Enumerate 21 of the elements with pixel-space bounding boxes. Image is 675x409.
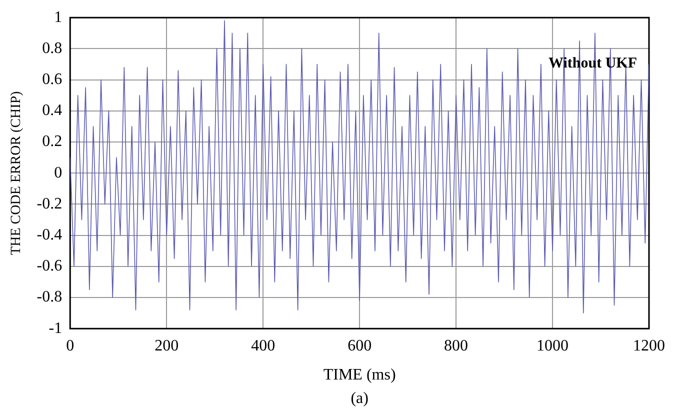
y-tick-label: 0 (54, 164, 62, 182)
x-tick-label: 1200 (633, 337, 665, 354)
y-tick-label: 0.6 (42, 71, 62, 88)
y-tick-label: -1 (48, 320, 62, 337)
x-tick-label: 0 (66, 337, 74, 354)
x-tick-label: 400 (251, 337, 276, 354)
text: (a) (350, 390, 368, 408)
x-tick-label: 200 (154, 337, 179, 354)
y-tick-label: 0.2 (42, 133, 62, 150)
y-tick-label: -0.6 (36, 258, 62, 275)
y-tick-label: 1 (54, 8, 62, 26)
y-tick-label: -0.4 (36, 226, 62, 244)
x-tick-label: 600 (348, 337, 372, 354)
y-tick-label: -0.2 (36, 195, 62, 212)
y-tick-label: -0.8 (36, 288, 62, 306)
x-axis-title: TIME (ms) (323, 366, 396, 384)
y-tick-label: 0.8 (42, 40, 62, 57)
x-tick-label: 800 (444, 337, 468, 354)
y-axis-title: THE CODE ERROR (CHIP) (9, 90, 24, 255)
x-tick-label: 1000 (536, 337, 569, 354)
y-tick-label: 0.4 (42, 102, 62, 120)
